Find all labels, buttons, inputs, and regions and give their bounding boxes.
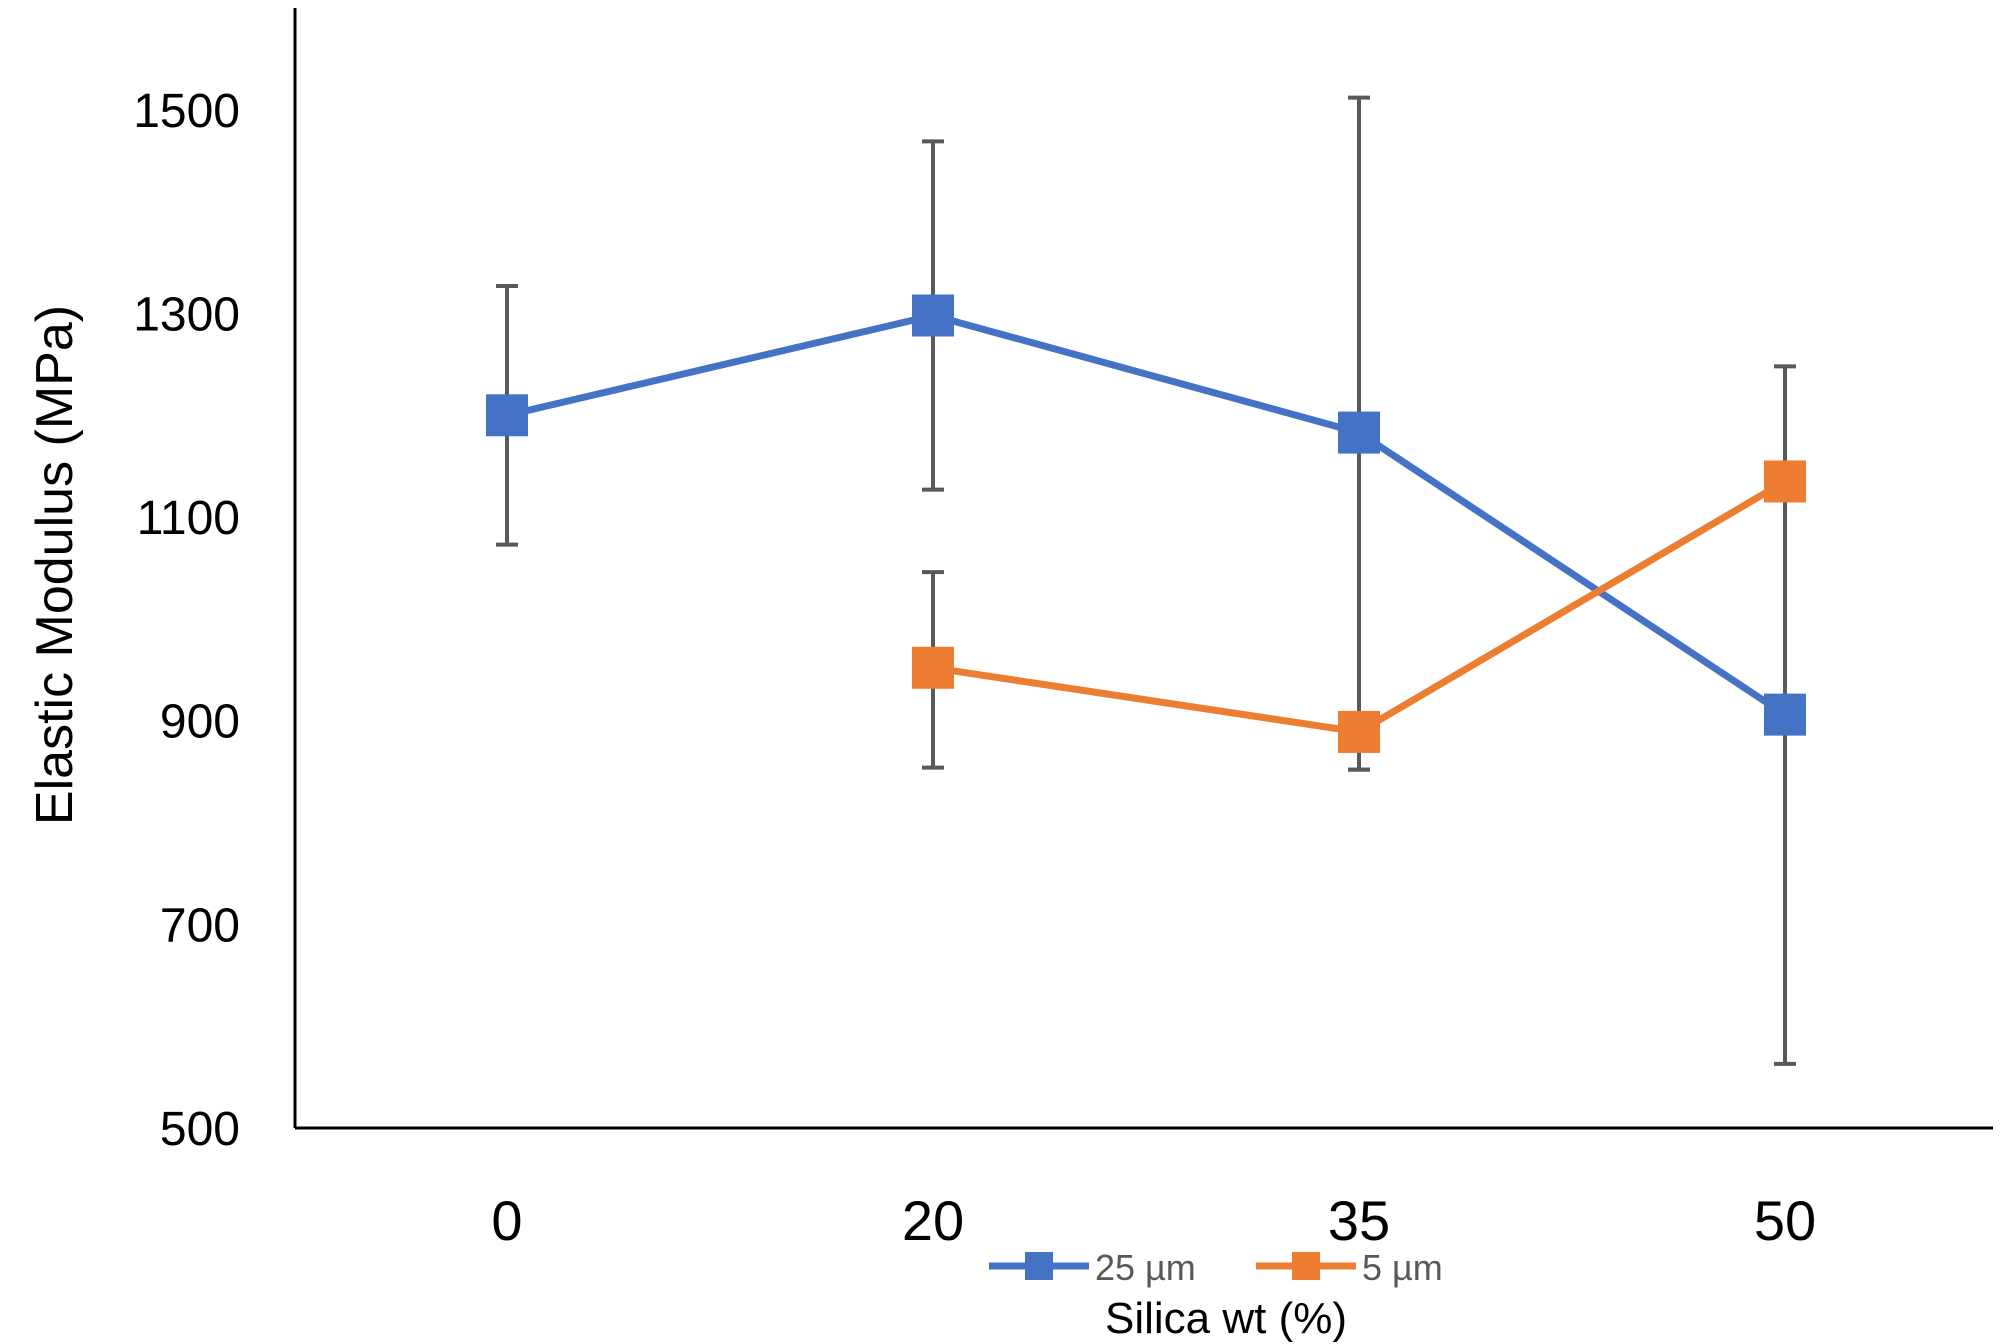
- y-tick-label: 500: [160, 1103, 240, 1156]
- x-tick-labels: 0 20 35 50: [491, 1189, 1816, 1252]
- series-lines: [503, 311, 1789, 736]
- data-point-25um: [912, 294, 954, 337]
- x-tick-label: 0: [491, 1189, 522, 1252]
- series-markers: [486, 294, 1806, 753]
- data-point-5um: [1764, 460, 1806, 503]
- axes-layer: [293, 8, 1993, 1130]
- series-line-25um: [503, 311, 1789, 719]
- legend-marker-5um: [1292, 1252, 1320, 1280]
- data-point-25um: [1764, 693, 1806, 736]
- data-point-25um: [1338, 411, 1380, 454]
- y-tick-label: 700: [160, 899, 240, 952]
- data-point-25um: [486, 394, 528, 437]
- legend: 25 µm 5 µm: [989, 1247, 1443, 1288]
- y-tick-label: 1100: [137, 492, 240, 545]
- data-point-5um: [912, 646, 954, 689]
- legend-item-25um: 25 µm: [989, 1247, 1196, 1288]
- y-axis-title: Elastic Modulus (MPa): [26, 305, 84, 825]
- x-tick-label: 50: [1754, 1189, 1816, 1252]
- error-bars: [496, 95, 1796, 1066]
- legend-label-5um: 5 µm: [1362, 1247, 1443, 1288]
- legend-item-5um: 5 µm: [1256, 1247, 1443, 1288]
- x-tick-label: 20: [902, 1189, 964, 1252]
- legend-marker-25um: [1025, 1252, 1053, 1280]
- data-point-5um: [1338, 710, 1380, 753]
- y-tick-label: 900: [160, 696, 240, 749]
- y-tick-label: 1500: [133, 85, 240, 138]
- legend-label-25um: 25 µm: [1095, 1247, 1196, 1288]
- y-tick-labels: 500 700 900 1100 1300 1500: [133, 85, 240, 1156]
- x-tick-label: 35: [1328, 1189, 1390, 1252]
- y-tick-label: 1300: [133, 288, 240, 341]
- x-axis-title: Silica wt (%): [1105, 1294, 1347, 1343]
